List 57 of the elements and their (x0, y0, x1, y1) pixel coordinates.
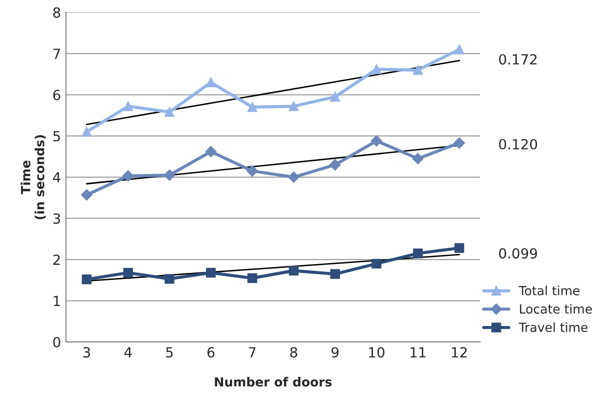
x-tick-label: 6 (207, 347, 214, 358)
point (372, 64, 382, 74)
annotation: 0.120 (499, 138, 538, 150)
legend-label: Locate time (520, 304, 592, 314)
legend-label: Travel time (518, 322, 588, 332)
x-axis-title: Number of doors (214, 376, 332, 387)
point (82, 274, 92, 284)
point (123, 101, 133, 112)
point (205, 146, 217, 158)
y-tick-label: 7 (53, 48, 60, 59)
y-tick-label: 6 (53, 90, 60, 100)
point (454, 44, 464, 54)
y-axis-title: Time (in seconds) (20, 135, 46, 220)
y-tick-label: 3 (53, 213, 60, 224)
x-tick-label: 10 (369, 347, 384, 358)
annotation: 0.099 (499, 248, 537, 259)
x-tick-label: 8 (290, 347, 298, 358)
point (81, 189, 92, 200)
point (288, 101, 299, 112)
point (372, 258, 382, 269)
point (412, 153, 424, 164)
x-tick-label: 3 (83, 347, 90, 358)
point (330, 92, 340, 102)
point (413, 248, 423, 258)
point (122, 170, 134, 182)
point (288, 172, 300, 183)
point (413, 65, 423, 75)
x-tick-label: 7 (249, 347, 256, 358)
point (288, 266, 299, 276)
point (370, 135, 382, 147)
point (206, 268, 216, 278)
y-tick-label: 1 (54, 296, 60, 306)
point (164, 107, 174, 117)
point (247, 273, 258, 283)
y-tick-label: 5 (53, 131, 60, 142)
point (82, 126, 92, 137)
point (206, 78, 216, 88)
y-tick-label: 8 (53, 7, 60, 18)
point (247, 102, 258, 112)
y-tick-label: 0 (53, 336, 60, 348)
point (454, 137, 465, 149)
x-tick-label: 5 (166, 347, 173, 358)
point (246, 165, 258, 177)
point (454, 243, 464, 253)
x-tick-label: 12 (452, 347, 467, 358)
point (123, 268, 133, 278)
annotation: 0.172 (499, 54, 537, 65)
y-tick-label: 2 (53, 254, 60, 265)
point (164, 274, 174, 284)
x-tick-label: 9 (332, 347, 339, 358)
x-tick-label: 11 (410, 347, 426, 358)
x-tick-label: 4 (124, 347, 132, 358)
point (164, 169, 176, 181)
y-tick-label: 4 (52, 172, 60, 182)
point (330, 269, 340, 279)
point (329, 159, 341, 170)
legend-label: Total time (518, 286, 580, 296)
